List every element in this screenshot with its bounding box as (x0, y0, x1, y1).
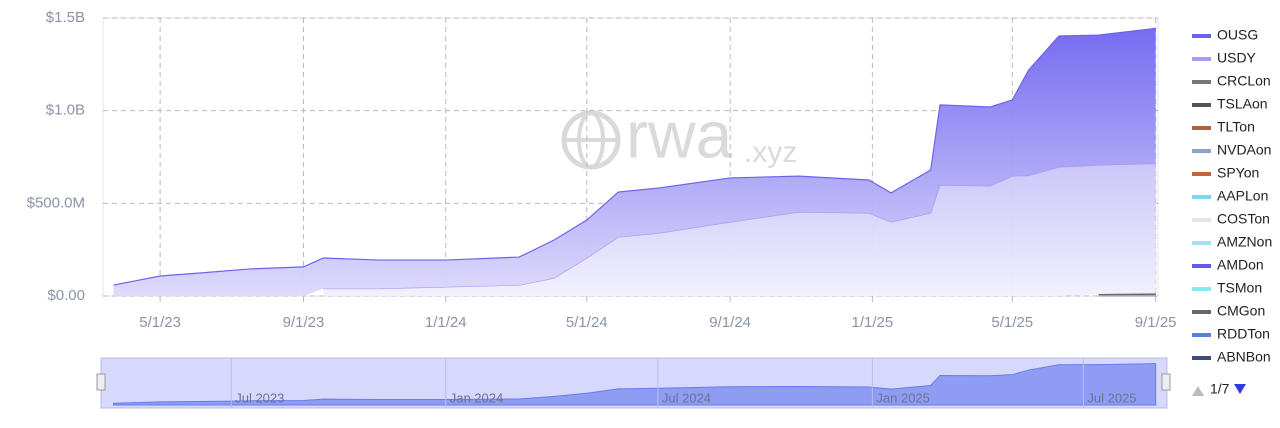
navigator-label: Jul 2024 (662, 390, 711, 405)
legend-swatch (1192, 195, 1211, 199)
x-tick-label: 9/1/25 (1135, 314, 1177, 331)
legend-swatch (1192, 218, 1211, 222)
legend-label[interactable]: CRCLon (1217, 73, 1271, 89)
legend-label[interactable]: RDDTon (1217, 326, 1270, 342)
y-tick-label: $1.0B (46, 102, 85, 119)
x-tick-label: 1/1/25 (852, 314, 894, 331)
legend-swatch (1192, 149, 1211, 153)
legend-swatch (1192, 57, 1211, 61)
navigator-area (112, 363, 1157, 406)
y-tick-label: $0.00 (47, 287, 85, 304)
legend-label[interactable]: ABNBon (1217, 349, 1271, 365)
navigator-handle[interactable] (1161, 373, 1171, 391)
x-tick-label: 5/1/24 (566, 314, 608, 331)
legend-label[interactable]: AMDon (1217, 257, 1264, 273)
legend-swatch (1192, 264, 1211, 268)
legend-swatch (1192, 172, 1211, 176)
legend-label[interactable]: TLTon (1217, 119, 1255, 135)
legend-label[interactable]: CMGon (1217, 303, 1265, 319)
legend-label[interactable]: USDY (1217, 50, 1257, 66)
watermark-suffix: .xyz (744, 136, 797, 169)
legend-label[interactable]: AAPLon (1217, 188, 1268, 204)
area (113, 28, 1156, 297)
navigator-label: Jan 2024 (450, 390, 504, 405)
legend-label[interactable]: TSMon (1217, 280, 1262, 296)
legend-swatch (1192, 241, 1211, 245)
watermark-main: rwa (626, 97, 733, 171)
legend-swatch (1192, 126, 1211, 130)
legend-prev[interactable] (1192, 386, 1204, 396)
legend-swatch (1192, 34, 1211, 38)
x-tick-label: 9/1/23 (283, 314, 325, 331)
y-tick-label: $1.5B (46, 9, 85, 26)
x-tick-label: 9/1/24 (709, 314, 751, 331)
x-tick-label: 5/1/25 (991, 314, 1033, 331)
navigator-label: Jul 2025 (1087, 390, 1136, 405)
legend-swatch (1192, 287, 1211, 291)
navigator-label: Jul 2023 (235, 390, 284, 405)
legend-label[interactable]: NVDAon (1217, 142, 1271, 158)
x-tick-label: 1/1/24 (425, 314, 467, 331)
x-tick-label: 5/1/23 (139, 314, 181, 331)
y-tick-label: $500.0M (27, 194, 85, 211)
watermark: rwa .xyz (561, 97, 797, 171)
legend-page: 1/7 (1210, 381, 1230, 397)
legend-swatch (1192, 80, 1211, 84)
line (113, 27, 1156, 286)
legend-next[interactable] (1234, 384, 1246, 394)
legend-swatch (1192, 310, 1211, 314)
legend-label[interactable]: OUSG (1217, 27, 1258, 43)
legend-label[interactable]: AMZNon (1217, 234, 1272, 250)
navigator-label: Jan 2025 (876, 390, 930, 405)
legend-swatch (1192, 103, 1211, 107)
legend-swatch (1192, 333, 1211, 337)
legend-swatch (1192, 356, 1211, 360)
navigator-handle[interactable] (96, 373, 106, 391)
legend-label[interactable]: TSLAon (1217, 96, 1268, 112)
area (323, 163, 1156, 296)
legend-label[interactable]: COSTon (1217, 211, 1270, 227)
legend-label[interactable]: SPYon (1217, 165, 1259, 181)
